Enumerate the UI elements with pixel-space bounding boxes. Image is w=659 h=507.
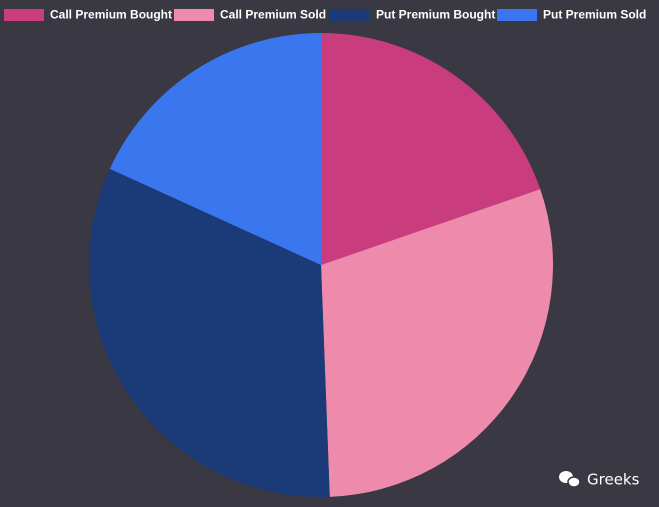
legend-label: Put Premium Bought [376,8,495,22]
legend-swatch [174,9,214,21]
legend-swatch [330,9,370,21]
pie-slice [109,33,322,265]
legend-label: Call Premium Bought [50,8,172,22]
watermark-icon [559,471,581,488]
legend-label: Call Premium Sold [220,8,326,22]
pie-slice [321,33,541,265]
legend-label: Put Premium Sold [543,8,646,22]
pie-slice [88,168,330,497]
legend-swatch [4,9,44,21]
pie-slice [321,189,553,497]
legend-swatch [497,9,537,21]
watermark: Greeks [587,471,640,489]
